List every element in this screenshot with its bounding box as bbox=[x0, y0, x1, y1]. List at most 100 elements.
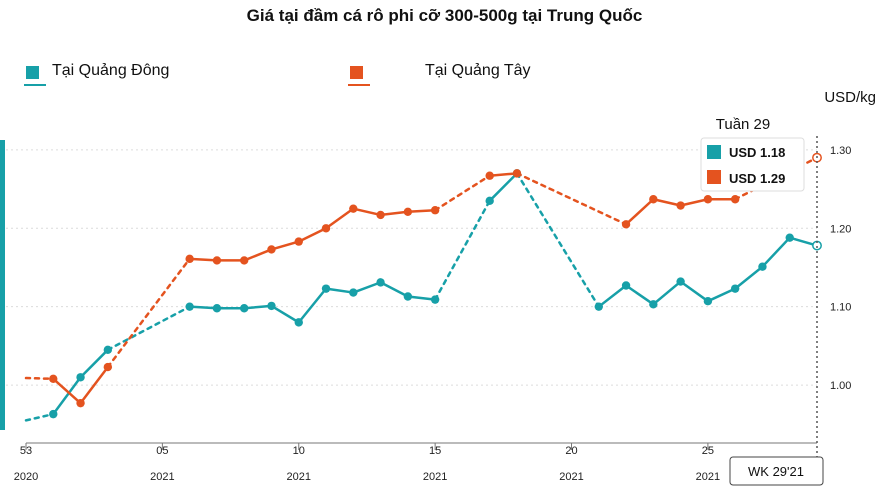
series-segment-0 bbox=[679, 280, 710, 303]
x-tick-label-year: 2021 bbox=[287, 471, 311, 483]
series-segment-0 bbox=[652, 280, 682, 306]
series-segment-0 bbox=[188, 305, 219, 310]
x-tick-label-week: 10 bbox=[293, 445, 305, 457]
data-point-1 bbox=[703, 195, 713, 204]
legend-label-guangxi: Tại Quảng Tây bbox=[425, 62, 531, 79]
series-segment-1 bbox=[515, 172, 628, 226]
y-tick-label: 1.10 bbox=[830, 302, 851, 314]
series-segment-0 bbox=[433, 199, 491, 301]
data-point-1 bbox=[512, 169, 522, 178]
series-segment-1 bbox=[679, 197, 710, 207]
data-point-1 bbox=[430, 206, 440, 215]
series-segment-0 bbox=[379, 281, 410, 298]
left-accent-bar bbox=[0, 140, 5, 430]
week-badge-label: WK 29'21 bbox=[748, 464, 804, 479]
data-point-0 bbox=[349, 288, 358, 297]
y-tick-label: 1.30 bbox=[830, 145, 851, 157]
tooltip-box bbox=[700, 137, 805, 192]
data-point-1 bbox=[267, 245, 276, 254]
data-point-0 bbox=[621, 281, 631, 290]
series-segment-1 bbox=[324, 207, 355, 230]
series-segment-1 bbox=[24, 376, 55, 381]
y-tick-label: 1.20 bbox=[830, 223, 851, 235]
series-segment-0 bbox=[297, 287, 328, 324]
x-tick-label-week: 20 bbox=[565, 445, 577, 457]
series-segment-0 bbox=[761, 236, 791, 268]
data-point-0 bbox=[649, 300, 658, 309]
chart-title: Giá tại đầm cá rô phi cỡ 300-500g tại Tr… bbox=[246, 6, 643, 25]
x-tick-label-year: 2020 bbox=[14, 471, 38, 483]
series-segment-0 bbox=[24, 412, 55, 422]
series-segment-0 bbox=[106, 305, 191, 352]
x-tick-label-year: 2021 bbox=[559, 471, 583, 483]
x-tick-label-year: 2021 bbox=[150, 471, 174, 483]
series-segment-0 bbox=[79, 348, 110, 379]
series-segment-1 bbox=[652, 197, 682, 207]
series-segment-1 bbox=[352, 207, 382, 217]
data-point-1 bbox=[676, 201, 685, 210]
series-segment-0 bbox=[488, 172, 519, 203]
legend-label-guangdong: Tại Quảng Đông bbox=[52, 62, 170, 79]
series-segment-0 bbox=[733, 265, 764, 290]
series-segment-1 bbox=[79, 365, 110, 405]
series-segment-0 bbox=[515, 172, 601, 308]
data-point-1 bbox=[485, 171, 494, 180]
series-segment-1 bbox=[188, 257, 219, 262]
data-point-0 bbox=[403, 292, 413, 301]
data-point-1 bbox=[621, 220, 631, 229]
data-point-0 bbox=[594, 302, 603, 311]
data-point-0 bbox=[267, 301, 276, 311]
x-tick-label-year: 2021 bbox=[423, 471, 447, 483]
week-badge: WK 29'21 bbox=[729, 456, 824, 486]
data-point-1 bbox=[49, 374, 58, 384]
data-point-1 bbox=[649, 195, 658, 204]
series-segment-1 bbox=[52, 377, 82, 405]
series-segment-1 bbox=[433, 174, 491, 212]
x-tick-label-week: 53 bbox=[20, 445, 32, 457]
data-point-0 bbox=[76, 373, 85, 382]
current-week-label: Tuần 29 bbox=[716, 116, 771, 133]
data-point-0 bbox=[676, 277, 685, 286]
series-segment-1 bbox=[270, 240, 301, 251]
data-point-0 bbox=[49, 409, 58, 419]
series-segment-0 bbox=[706, 287, 737, 303]
x-tick-label-year: 2021 bbox=[696, 471, 720, 483]
legend-swatch-guangxi bbox=[350, 66, 363, 79]
series-segment-1 bbox=[297, 227, 328, 243]
data-point-1 bbox=[376, 210, 385, 220]
week-badge-box bbox=[729, 456, 824, 486]
legend-swatch-guangdong bbox=[26, 66, 39, 79]
y-axis-unit-label: USD/kg bbox=[824, 89, 876, 106]
data-point-1 bbox=[321, 224, 331, 233]
series-segment-0 bbox=[406, 295, 437, 301]
series-segment-0 bbox=[597, 284, 628, 308]
data-point-1 bbox=[240, 256, 249, 265]
series-segment-1 bbox=[488, 172, 519, 177]
legend-item-guangdong: Tại Quảng Đông bbox=[24, 62, 226, 92]
series-segment-0 bbox=[242, 304, 273, 310]
series-segment-1 bbox=[406, 208, 437, 214]
data-point-1 bbox=[403, 207, 413, 216]
series-segment-1 bbox=[242, 248, 273, 262]
data-point-0 bbox=[103, 345, 113, 355]
series-segment-0 bbox=[52, 376, 82, 416]
data-point-1 bbox=[103, 362, 113, 372]
tooltip-swatch-guangdong bbox=[707, 145, 721, 159]
series-segment-0 bbox=[324, 287, 355, 294]
data-point-0 bbox=[758, 262, 767, 271]
series-segment-0 bbox=[270, 304, 301, 324]
legend-line-guangdong bbox=[24, 84, 46, 86]
data-point-1 bbox=[185, 254, 194, 264]
data-point-0 bbox=[212, 304, 222, 313]
legend-item-guangxi: Tại Quảng Tây bbox=[348, 62, 590, 92]
x-tick-label-week: 05 bbox=[156, 445, 168, 457]
series-segment-1 bbox=[379, 210, 410, 217]
tooltip-swatch-guangxi bbox=[707, 170, 721, 184]
data-point-1 bbox=[730, 195, 740, 204]
x-tick-label-week: 15 bbox=[429, 445, 441, 457]
data-point-0 bbox=[185, 302, 194, 311]
tooltip-value-guangdong: USD 1.18 bbox=[729, 145, 785, 160]
current-values-tooltip: USD 1.18 USD 1.29 bbox=[700, 137, 805, 192]
series-segment-0 bbox=[624, 284, 655, 306]
